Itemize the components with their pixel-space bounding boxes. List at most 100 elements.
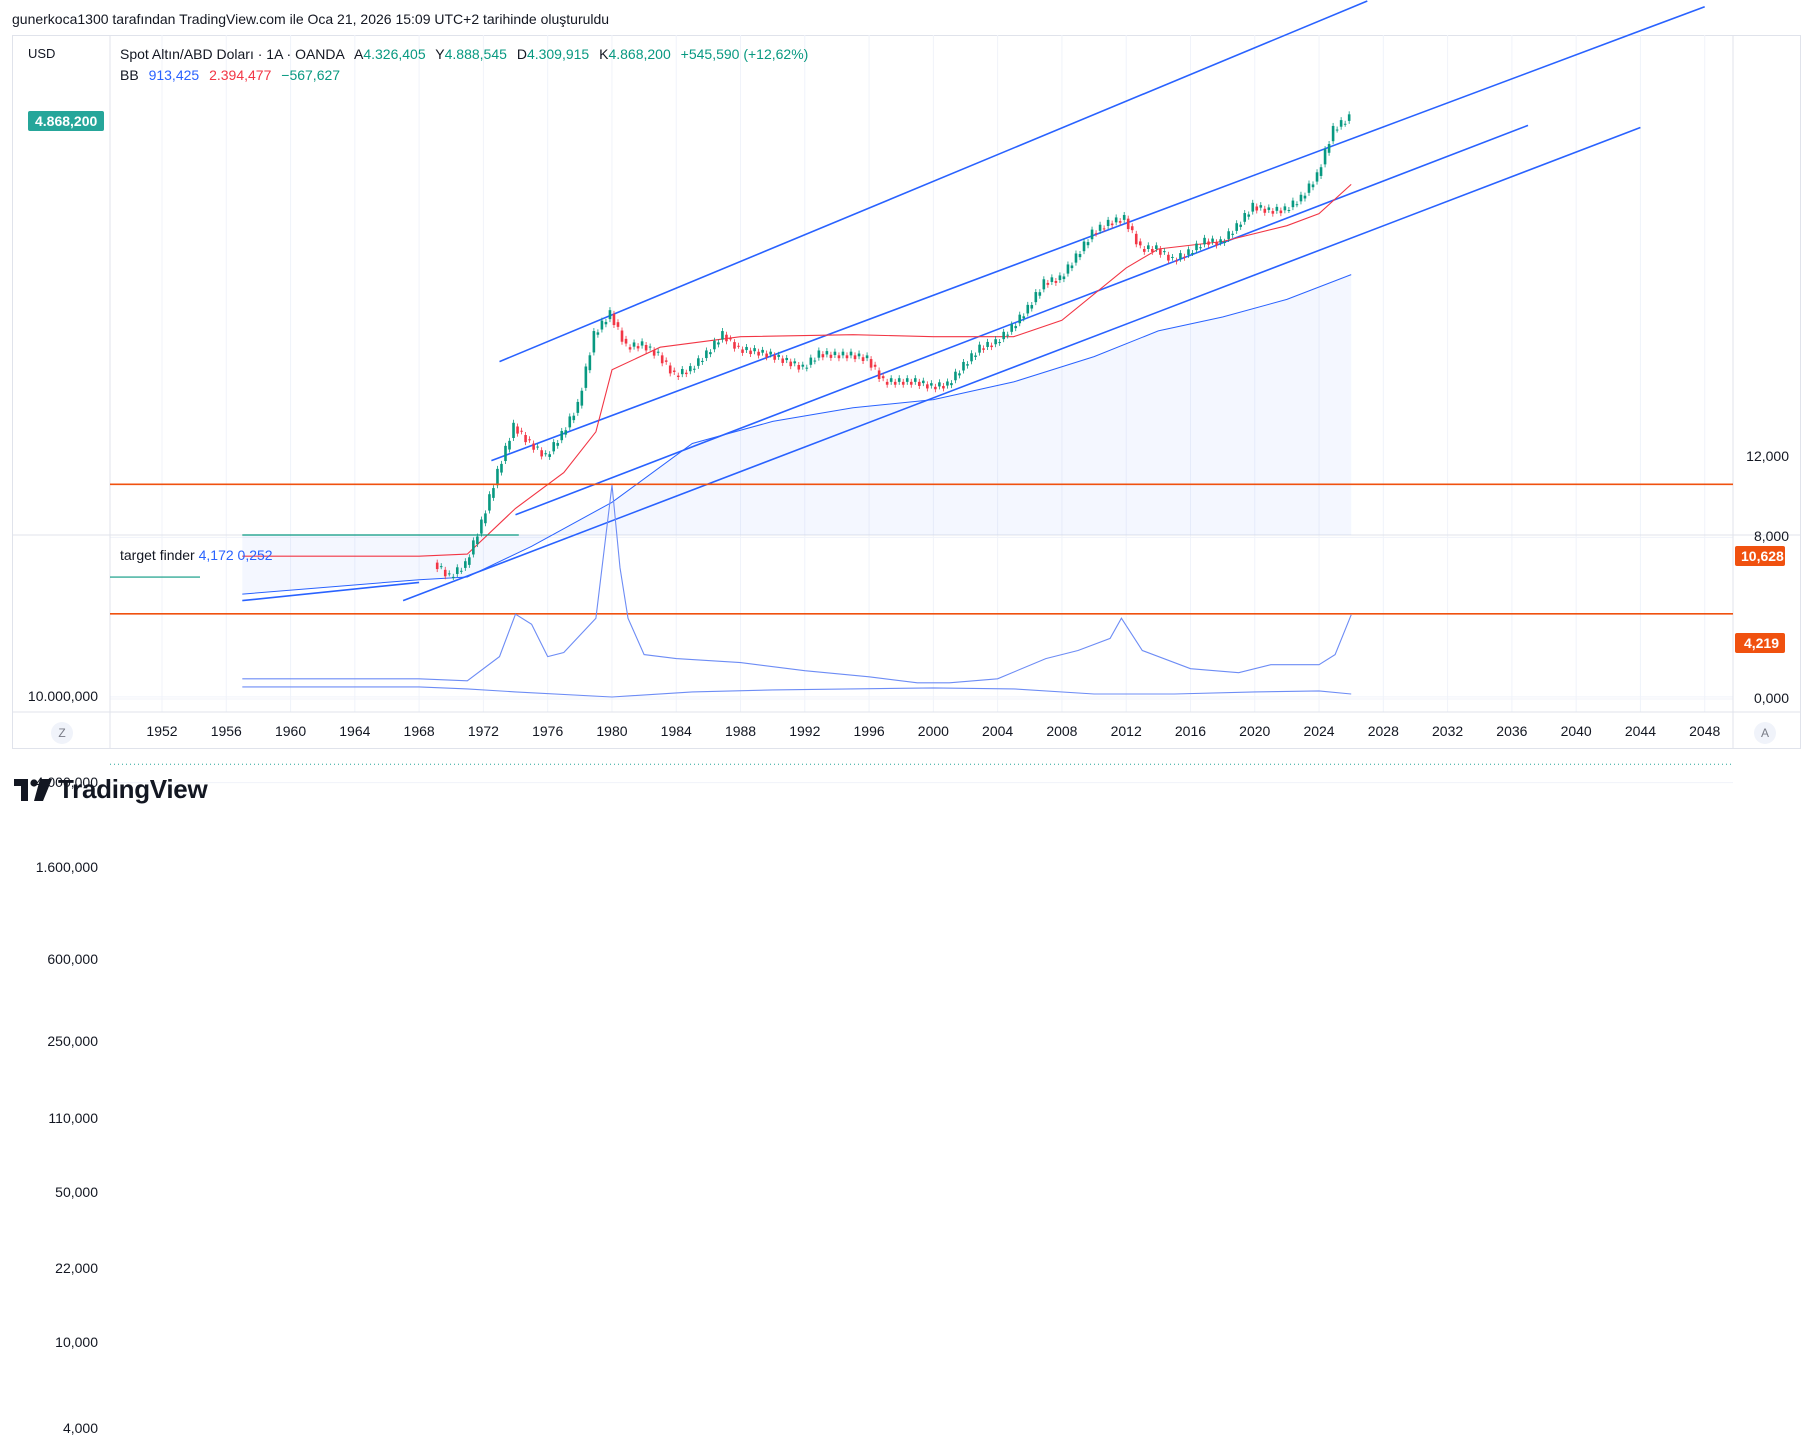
candle-body (556, 443, 560, 446)
candle-body (1159, 249, 1162, 255)
candle-body (592, 331, 596, 353)
candle-body (857, 353, 861, 357)
candle-body (468, 557, 471, 565)
candle-body (580, 390, 584, 406)
candle-body (1171, 256, 1174, 258)
candle-body (684, 372, 688, 375)
last-price-tag: 4.868,200 (28, 111, 105, 131)
y-axis-label: 600,000 (47, 951, 98, 968)
candle-body (1207, 241, 1210, 245)
candle-body (480, 519, 483, 534)
bb-fill (242, 274, 1352, 595)
candle-body (917, 381, 921, 386)
candle-body (737, 345, 740, 347)
high-value: 4.888,545 (444, 46, 507, 62)
candle-body (1002, 331, 1005, 340)
candle-body (1299, 194, 1303, 202)
auto-scale-button[interactable]: A (1754, 722, 1776, 744)
candle-body (1030, 304, 1034, 309)
candle-body (1343, 123, 1347, 125)
x-axis-label: 1984 (660, 723, 692, 739)
indicator-legend: target finder 4,172 0,252 (120, 547, 273, 563)
y-axis-label-lower: 12,000 (1746, 447, 1789, 464)
x-axis-label: 2012 (1110, 723, 1142, 739)
candle-body (1114, 217, 1118, 223)
y-axis-label: 50,000 (55, 1183, 98, 1200)
candle-body (805, 367, 809, 369)
candle-body (1279, 210, 1283, 214)
candle-body (693, 368, 696, 370)
candle-body (1034, 292, 1038, 303)
x-axis-label: 1964 (339, 723, 371, 739)
candle-body (656, 351, 660, 353)
candle-body (1307, 183, 1311, 193)
y-axis-label: 1.600,000 (35, 859, 98, 876)
candle-body (1183, 256, 1186, 258)
candle-body (865, 355, 869, 359)
bb-upper-value: 913,425 (148, 67, 200, 83)
candle-body (793, 361, 797, 364)
candle-body (1155, 245, 1158, 250)
candle-body (821, 354, 825, 358)
candle-body (1118, 221, 1122, 223)
candle-body (1094, 233, 1098, 235)
currency-button[interactable]: USD (28, 46, 56, 61)
x-axis-label: 2028 (1367, 723, 1399, 739)
candle-body (1058, 275, 1062, 281)
candle-body (757, 351, 760, 356)
indicator-line-1 (242, 484, 1352, 684)
candle-body (950, 383, 953, 386)
candle-body (1078, 254, 1082, 258)
x-axis-label: 1992 (789, 723, 821, 739)
candle-body (1050, 277, 1054, 282)
candle-body (648, 346, 652, 348)
candle-body (966, 364, 969, 366)
candle-body (1339, 120, 1343, 127)
candle-body (1195, 243, 1198, 251)
tradingview-logo-icon (14, 778, 52, 801)
candle-body (584, 366, 588, 388)
tradingview-logo[interactable]: TradingView (14, 774, 208, 805)
candle-body (439, 566, 443, 568)
candle-body (709, 352, 712, 355)
candle-body (600, 320, 604, 330)
candle-body (797, 365, 801, 370)
candle-body (1175, 260, 1178, 262)
candle-body (897, 378, 901, 382)
level-tag-upper: 10,628 (1735, 546, 1785, 566)
close-label: K (599, 46, 609, 62)
candle-body (1203, 237, 1206, 245)
candle-body (853, 355, 857, 360)
candle-body (893, 381, 897, 385)
candle-body (1062, 276, 1066, 280)
candle-body (689, 366, 692, 372)
candle-body (435, 562, 439, 570)
x-axis-label: 2024 (1303, 723, 1335, 739)
candle-body (801, 364, 805, 367)
candle-body (1026, 304, 1030, 314)
timezone-button[interactable]: Z (51, 722, 73, 744)
y-axis-label: 250,000 (47, 1032, 98, 1049)
candle-body (447, 573, 451, 575)
candle-body (1134, 233, 1138, 245)
candle-body (1275, 206, 1279, 211)
candle-body (1054, 281, 1058, 283)
high-label: Y (435, 46, 445, 62)
bb-upper-line (242, 274, 1352, 595)
candle-body (1311, 184, 1315, 188)
bb-mid-line (242, 183, 1352, 557)
candle-body (817, 350, 821, 358)
candle-body (1163, 251, 1166, 253)
candle-body (1295, 204, 1299, 206)
candle-body (668, 365, 672, 374)
change-value: +545,590 (+12,62%) (680, 46, 809, 62)
low-value: 4.309,915 (526, 46, 590, 62)
candle-body (496, 468, 499, 486)
candle-body (520, 430, 523, 432)
candle-body (781, 358, 785, 363)
candle-body (841, 351, 845, 356)
candle-body (1106, 219, 1110, 226)
candle-body (697, 358, 700, 366)
candle-body (504, 445, 507, 462)
chart-canvas[interactable] (0, 0, 1813, 824)
